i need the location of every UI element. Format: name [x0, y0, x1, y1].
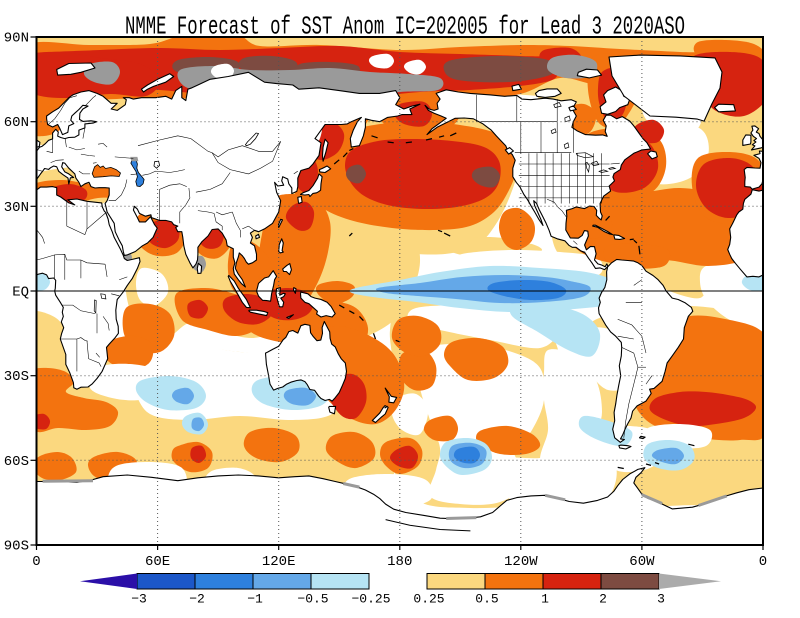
svg-text:30S: 30S	[4, 369, 29, 385]
svg-text:−1: −1	[247, 592, 263, 607]
svg-text:90S: 90S	[4, 539, 29, 555]
svg-text:−0.5: −0.5	[297, 592, 328, 607]
svg-text:0: 0	[32, 554, 40, 570]
svg-text:120E: 120E	[262, 554, 296, 570]
svg-text:−2: −2	[189, 592, 205, 607]
svg-text:0.5: 0.5	[475, 592, 498, 607]
svg-text:−3: −3	[131, 592, 147, 607]
svg-text:0: 0	[759, 554, 767, 570]
svg-text:1: 1	[541, 592, 549, 607]
svg-text:NMME Forecast of SST Anom IC=2: NMME Forecast of SST Anom IC=202005 for …	[125, 12, 685, 42]
svg-text:3: 3	[657, 592, 665, 607]
svg-text:120W: 120W	[504, 554, 538, 570]
svg-text:2: 2	[599, 592, 607, 607]
svg-text:60N: 60N	[4, 115, 29, 131]
svg-text:180: 180	[387, 554, 412, 570]
svg-text:0.25: 0.25	[413, 592, 444, 607]
svg-text:90N: 90N	[4, 31, 29, 47]
svg-text:EQ: EQ	[12, 285, 29, 301]
svg-text:60S: 60S	[4, 454, 29, 470]
svg-text:60E: 60E	[145, 554, 170, 570]
svg-text:30N: 30N	[4, 200, 29, 216]
svg-text:−0.25: −0.25	[351, 592, 390, 607]
svg-text:60W: 60W	[629, 554, 655, 570]
